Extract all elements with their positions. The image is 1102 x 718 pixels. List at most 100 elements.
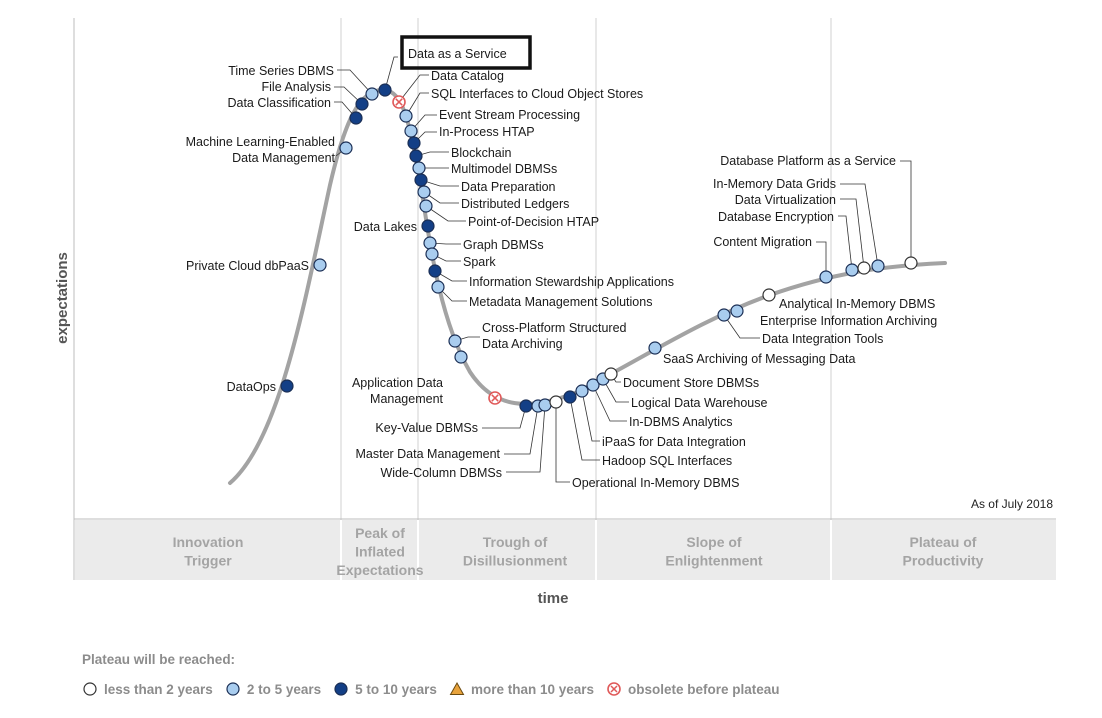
- obsolete-icon: [607, 682, 621, 696]
- leader-key-value-dbmss: [482, 405, 527, 429]
- marker-ipaas-for-data-integration: [575, 384, 589, 398]
- leader-database-encryption: [838, 215, 853, 271]
- label-dataops: DataOps: [227, 380, 276, 394]
- marker-saas-archiving-of-messaging-data: [648, 341, 662, 355]
- label-in-dbms-analytics: In-DBMS Analytics: [629, 415, 733, 429]
- marker-cross-platform-secondary: [454, 350, 468, 364]
- label-logical-data-warehouse: Logical Data Warehouse: [631, 396, 767, 410]
- marker-data-preparation: [414, 173, 428, 187]
- legend-label: 5 to 10 years: [355, 681, 437, 697]
- label-data-classification: Data Classification: [227, 96, 331, 110]
- label-data-integration-tools: Data Integration Tools: [762, 332, 883, 346]
- phase-label-plateau: Plateau of: [910, 534, 977, 550]
- leader-wide-column-dbmss: [506, 404, 546, 473]
- marker-in-process-htap: [407, 136, 421, 150]
- leader-file-analysis: [334, 86, 363, 105]
- circle-icon: [226, 682, 240, 696]
- label-ipaas-for-data-integration: iPaaS for Data Integration: [602, 435, 746, 449]
- circle-icon: [83, 682, 97, 696]
- marker-distributed-ledgers: [417, 185, 431, 199]
- label-operational-in-memory-dbms: Operational In-Memory DBMS: [572, 476, 739, 490]
- marker-spark: [425, 247, 439, 261]
- legend-title: Plateau will be reached:: [82, 652, 236, 667]
- marker-in-memory-data-grids: [871, 259, 885, 273]
- marker-point-of-decision-htap: [419, 199, 433, 213]
- technology-labels: DataOps Private Cloud dbPaaS Machine Learn…: [186, 47, 938, 490]
- label-database-encryption: Database Encryption: [718, 210, 834, 224]
- legend-item-lt2: less than 2 years: [82, 681, 213, 697]
- label-machine-learning-enabled-data-management: Machine Learning-Enabled Data Management: [186, 135, 336, 165]
- label-point-of-decision-htap: Point-of-Decision HTAP: [468, 215, 599, 229]
- label-analytical-in-memory-dbms: Analytical In-Memory DBMS: [779, 297, 935, 311]
- leader-data-preparation: [420, 179, 459, 187]
- marker-graph-dbmss: [423, 236, 437, 250]
- marker-wide-column-dbmss: [538, 398, 552, 412]
- legend-label: less than 2 years: [104, 681, 213, 697]
- phase-label-innovation-trigger: Innovation: [173, 534, 244, 550]
- marker-private-cloud-dbpaas: [313, 258, 327, 272]
- leader-hadoop-sql-interfaces: [569, 396, 600, 461]
- label-application-data-management: Application Data Management: [352, 376, 444, 406]
- legend-item-gt10: more than 10 years: [449, 681, 594, 697]
- marker-data-lakes: [421, 219, 435, 233]
- phase-label-slope: Slope of: [686, 534, 742, 550]
- label-master-data-management: Master Data Management: [355, 447, 500, 461]
- legend: Plateau will be reached: less than 2 yea…: [82, 652, 792, 697]
- marker-time-series-dbms: [365, 87, 379, 101]
- label-multimodel-dbmss: Multimodel DBMSs: [451, 162, 557, 176]
- leader-data-integration-tools: [723, 314, 760, 339]
- label-content-migration: Content Migration: [713, 235, 812, 249]
- marker-data-classification: [349, 111, 363, 125]
- leader-data-as-a-service: [384, 56, 398, 91]
- label-wide-column-dbmss: Wide-Column DBMSs: [380, 466, 502, 480]
- label-metadata-management-solutions: Metadata Management Solutions: [469, 295, 652, 309]
- marker-key-value-dbmss: [519, 399, 533, 413]
- label-private-cloud-dbpaas: Private Cloud dbPaaS: [186, 259, 309, 273]
- marker-information-stewardship-applications: [428, 264, 442, 278]
- phase-label-peak: Inflated: [355, 544, 405, 560]
- marker-content-migration: [819, 270, 833, 284]
- phase-label-peak: Expectations: [336, 562, 423, 578]
- label-key-value-dbmss: Key-Value DBMSs: [375, 421, 478, 435]
- label-saas-archiving-of-messaging-data: SaaS Archiving of Messaging Data: [663, 352, 856, 366]
- y-axis-label: expectations: [54, 252, 71, 344]
- label-spark: Spark: [463, 255, 496, 269]
- phase-band: [75, 520, 1056, 580]
- phase-grid: Innovation Trigger Peak of Inflated Expectat…: [73, 18, 1056, 580]
- label-data-preparation: Data Preparation: [461, 180, 556, 194]
- marker-data-catalog: [392, 95, 406, 109]
- marker-hadoop-sql-interfaces: [563, 390, 577, 404]
- leader-ipaas-for-data-integration: [581, 390, 600, 442]
- label-blockchain: Blockchain: [451, 146, 511, 160]
- marker-operational-in-memory-dbms: [549, 395, 563, 409]
- triangle-icon: [449, 681, 465, 695]
- marker-file-analysis: [355, 97, 369, 111]
- leader-sql-interfaces-to-cloud-object-stores: [405, 92, 429, 117]
- marker-blockchain: [409, 149, 423, 163]
- circle-icon: [334, 682, 348, 696]
- legend-label: obsolete before plateau: [628, 681, 780, 697]
- label-enterprise-information-archiving: Enterprise Information Archiving: [760, 314, 937, 328]
- marker-document-store-dbmss: [604, 367, 618, 381]
- marker-database-platform-as-a-service: [904, 256, 918, 270]
- label-sql-interfaces-to-cloud-object-stores: SQL Interfaces to Cloud Object Stores: [431, 87, 643, 101]
- label-data-catalog: Data Catalog: [431, 69, 504, 83]
- leader-in-memory-data-grids: [840, 183, 879, 267]
- label-data-as-a-service: Data as a Service: [408, 47, 507, 61]
- label-data-lakes: Data Lakes: [354, 220, 417, 234]
- label-event-stream-processing: Event Stream Processing: [439, 108, 580, 122]
- marker-analytical-in-memory-dbms: [762, 288, 776, 302]
- label-cross-platform-structured-data-archiving: Cross-Platform Structured Data Archiving: [482, 321, 627, 351]
- marker-cross-platform-structured-data-archiving: [448, 334, 462, 348]
- technology-markers: [280, 83, 918, 413]
- marker-data-integration-tools: [717, 308, 731, 322]
- legend-item-5-10: 5 to 10 years: [333, 681, 437, 697]
- phase-label-peak: Peak of: [355, 525, 405, 541]
- label-file-analysis: File Analysis: [262, 80, 331, 94]
- leader-master-data-management: [504, 405, 539, 455]
- label-distributed-ledgers: Distributed Ledgers: [461, 197, 569, 211]
- phase-label-trough: Disillusionment: [463, 553, 568, 569]
- marker-event-stream-processing: [404, 124, 418, 138]
- label-information-stewardship-applications: Information Stewardship Applications: [469, 275, 674, 289]
